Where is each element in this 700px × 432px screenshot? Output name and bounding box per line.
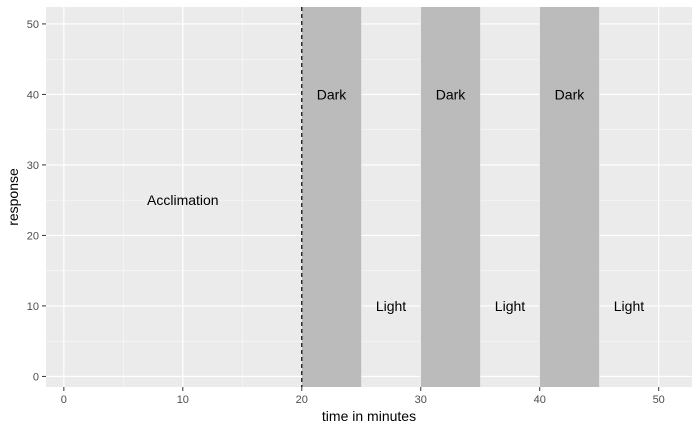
dark-period-region (420, 7, 481, 387)
dark-period-region (301, 7, 362, 387)
x-tick-label: 50 (653, 394, 665, 406)
y-tick-label: 50 (27, 19, 39, 31)
x-tick-label: 30 (415, 394, 427, 406)
x-tick-label: 10 (177, 394, 189, 406)
y-tick-label: 20 (27, 230, 39, 242)
annotation-dark: Dark (436, 86, 467, 102)
annotation-acclimation: Acclimation (147, 192, 219, 208)
y-tick-label: 40 (27, 89, 39, 101)
x-axis: 0 10 20 30 40 50 (61, 387, 665, 406)
dark-period-region (539, 7, 600, 387)
y-tick-label: 0 (33, 371, 39, 383)
annotation-light: Light (376, 298, 406, 314)
annotation-dark: Dark (317, 86, 348, 102)
y-axis: 0 10 20 30 40 50 (27, 19, 46, 383)
x-tick-label: 0 (61, 394, 67, 406)
y-tick-label: 30 (27, 160, 39, 172)
x-tick-label: 40 (534, 394, 546, 406)
annotations: Acclimation Dark Dark Dark Light Light Light (147, 86, 644, 314)
x-tick-label: 20 (296, 394, 308, 406)
x-axis-title: time in minutes (322, 408, 416, 424)
shaded-regions (301, 7, 600, 387)
annotation-dark: Dark (555, 86, 586, 102)
y-axis-title: response (5, 168, 21, 226)
annotation-light: Light (495, 298, 525, 314)
annotation-light: Light (614, 298, 644, 314)
y-tick-label: 10 (27, 301, 39, 313)
